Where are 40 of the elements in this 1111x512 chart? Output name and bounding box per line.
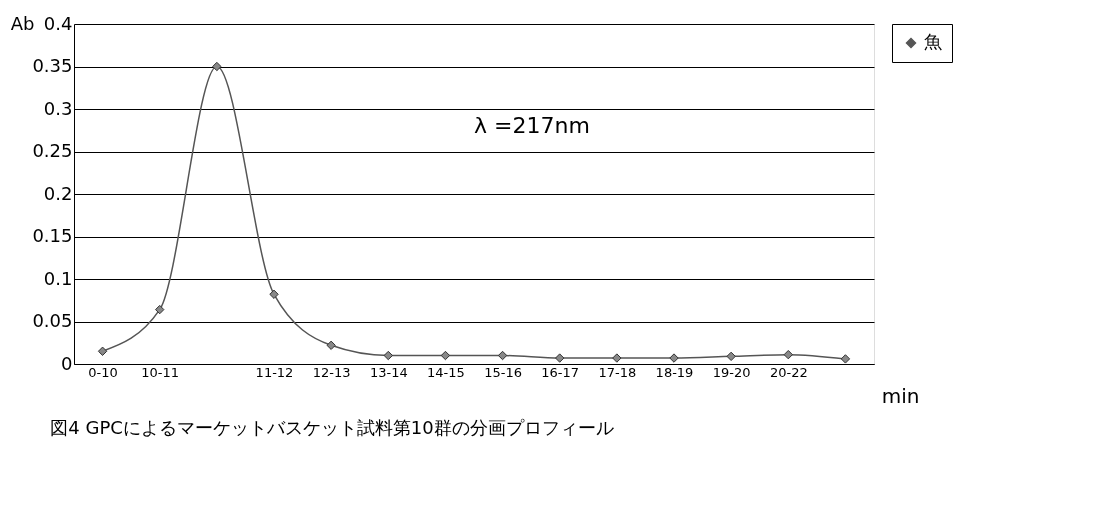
point <box>497 350 508 361</box>
y-axis-title: Ab <box>10 12 35 34</box>
point <box>726 351 736 362</box>
y-tick-label: 0.4 <box>43 12 73 34</box>
point <box>155 304 165 315</box>
point <box>326 340 336 350</box>
x-tick-label: 20-22 <box>769 364 808 380</box>
y-tick-label: 0.25 <box>32 140 73 161</box>
point <box>212 61 222 72</box>
x-tick-label: 19-20 <box>712 364 751 380</box>
x-tick-label: 0-10 <box>88 364 118 380</box>
x-axis-title: min <box>881 383 920 408</box>
point <box>612 353 622 363</box>
point <box>97 346 108 356</box>
y-tick-label: 0.2 <box>43 182 73 204</box>
point <box>440 350 451 361</box>
y-tick-label: 0.05 <box>32 310 73 331</box>
point <box>383 350 393 361</box>
point <box>555 353 565 363</box>
x-tick-label: 14-15 <box>427 364 465 380</box>
x-tick-label: 15-16 <box>484 364 522 380</box>
y-tick-label: 0 <box>61 352 73 374</box>
text: 図4 GPCによるマーケットバスケット試料第10群の分画プロフィール <box>50 417 614 438</box>
legend-label: 魚 <box>924 31 942 52</box>
point <box>269 289 279 299</box>
y-tick-label: 0.3 <box>43 97 73 119</box>
x-tick-label: 13-14 <box>369 364 408 380</box>
x-tick-label: 10-11 <box>141 364 180 380</box>
y-tick-label: 0.35 <box>32 55 73 76</box>
x-tick-label: 18-19 <box>655 364 694 380</box>
y-tick-label: 0.15 <box>32 225 73 246</box>
y-tick-label: 0.1 <box>43 267 73 289</box>
point <box>783 349 793 360</box>
annotation: λ =217nm <box>474 113 590 138</box>
x-tick-label: 11-12 <box>255 364 294 380</box>
point <box>669 353 679 363</box>
x-tick-label: 16-17 <box>541 364 580 380</box>
point <box>840 354 851 364</box>
x-tick-label: 12-13 <box>312 364 351 380</box>
x-tick-label: 17-18 <box>598 364 637 380</box>
